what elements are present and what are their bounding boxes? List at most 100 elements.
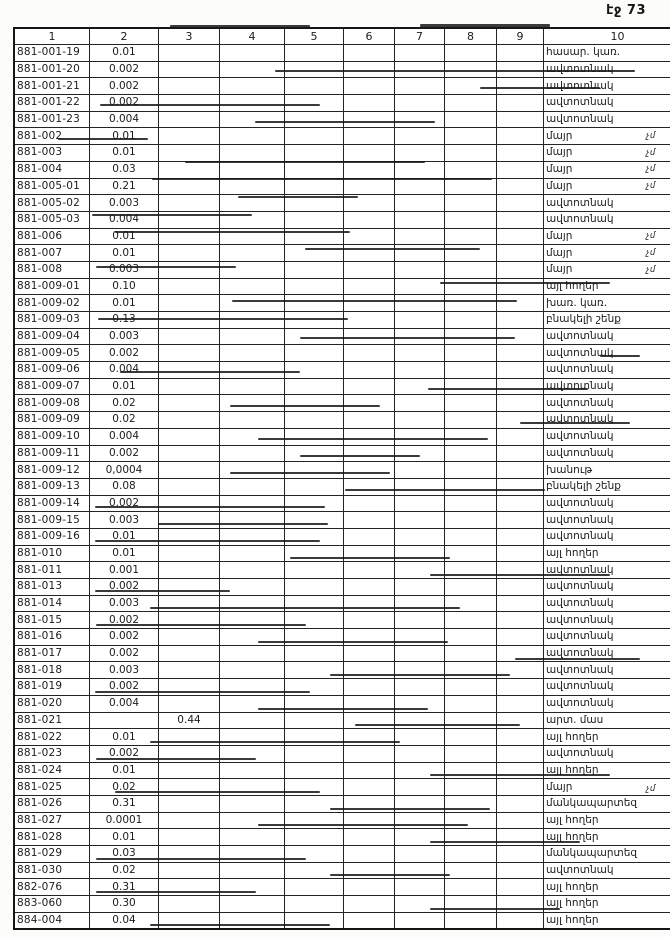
cell-area bbox=[496, 260, 544, 279]
cell-land-use: բնակելի շենք bbox=[543, 477, 670, 496]
cell-area bbox=[444, 277, 497, 296]
cell-area bbox=[219, 628, 285, 646]
cell-area bbox=[496, 578, 544, 596]
cell-area bbox=[496, 427, 544, 446]
cell-area: 0.03 bbox=[89, 160, 159, 179]
cell-area bbox=[496, 94, 544, 112]
cell-area: 0.31 bbox=[89, 878, 159, 897]
cell-area bbox=[343, 794, 395, 813]
cell-area bbox=[343, 444, 395, 463]
cell-area bbox=[343, 477, 395, 496]
cell-area bbox=[284, 127, 344, 146]
cell-area: 0.002 bbox=[89, 628, 159, 646]
cell-parcel-code: 881-029 bbox=[13, 845, 90, 863]
table-row: 881-018 0.003 ավտոտնակ bbox=[13, 661, 670, 680]
cell-area bbox=[158, 578, 220, 596]
cell-area bbox=[444, 678, 497, 696]
column-header-7: 7 bbox=[394, 27, 445, 45]
cell-area bbox=[444, 527, 497, 546]
cell-area bbox=[496, 210, 544, 229]
cell-area bbox=[219, 711, 285, 730]
cell-area bbox=[444, 461, 497, 479]
cell-area bbox=[343, 661, 395, 680]
cell-parcel-code: 881-021 bbox=[13, 711, 90, 730]
cell-area bbox=[496, 678, 544, 696]
cell-area bbox=[394, 427, 445, 446]
cell-area bbox=[444, 127, 497, 146]
cell-area bbox=[284, 811, 344, 830]
cell-area bbox=[394, 594, 445, 613]
cell-land-use: այլ հողեր bbox=[543, 811, 670, 830]
cell-area bbox=[284, 60, 344, 79]
cell-parcel-code: 881-001-19 bbox=[13, 44, 90, 62]
cell-parcel-code: 881-004 bbox=[13, 160, 90, 179]
cell-area bbox=[343, 244, 395, 262]
cell-area bbox=[158, 260, 220, 279]
cell-area bbox=[284, 895, 344, 913]
cell-area bbox=[496, 361, 544, 379]
cell-area bbox=[444, 544, 497, 563]
table-row: 881-006 0.01 մայր bbox=[13, 227, 670, 246]
cell-parcel-code: 883-060 bbox=[13, 895, 90, 913]
table-row: 881-026 0.31 մանկապարտեզ bbox=[13, 794, 670, 813]
cell-area: 0.004 bbox=[89, 427, 159, 446]
table-row: 881-009-04 0.003 ավտոտնակ bbox=[13, 327, 670, 346]
table-row: 881-009-14 0.002 ավտոտնակ bbox=[13, 494, 670, 513]
cell-parcel-code: 881-001-23 bbox=[13, 110, 90, 129]
cell-area: 0.002 bbox=[89, 60, 159, 79]
cell-area bbox=[219, 828, 285, 846]
cell-area bbox=[158, 144, 220, 162]
cell-area bbox=[343, 527, 395, 546]
cell-parcel-code: 881-009-15 bbox=[13, 511, 90, 529]
cell-area bbox=[343, 711, 395, 730]
handwritten-margin-note: չմ bbox=[646, 130, 656, 141]
cell-area bbox=[284, 511, 344, 529]
cell-area bbox=[343, 277, 395, 296]
handwritten-margin-note: չմ bbox=[646, 231, 656, 242]
cell-parcel-code: 881-006 bbox=[13, 227, 90, 246]
cell-area bbox=[343, 728, 395, 746]
cell-land-use: ավտոտնակ bbox=[543, 861, 670, 880]
cell-area bbox=[343, 160, 395, 179]
cell-parcel-code: 881-008 bbox=[13, 260, 90, 279]
cell-area bbox=[343, 210, 395, 229]
cell-area bbox=[284, 845, 344, 863]
table-row: 881-009-05 0.002 ավտոտնակ bbox=[13, 344, 670, 363]
cell-area bbox=[219, 44, 285, 62]
cell-area bbox=[394, 244, 445, 262]
cell-area bbox=[444, 711, 497, 730]
cell-land-use: ավտոտնակ bbox=[543, 427, 670, 446]
cell-area bbox=[496, 878, 544, 897]
table-row: 881-015 0.002 ավտոտնակ bbox=[13, 611, 670, 630]
cell-area bbox=[444, 811, 497, 830]
cell-area: 0.002 bbox=[89, 744, 159, 763]
cell-area bbox=[158, 127, 220, 146]
cell-area bbox=[444, 77, 497, 96]
cell-area: 0.003 bbox=[89, 194, 159, 212]
cell-area bbox=[158, 861, 220, 880]
cell-land-use: ավտոտնակ bbox=[543, 444, 670, 463]
cell-area bbox=[343, 861, 395, 880]
cell-area bbox=[394, 761, 445, 780]
cell-area bbox=[158, 678, 220, 696]
cell-area bbox=[343, 811, 395, 830]
cell-area bbox=[394, 411, 445, 429]
cell-area bbox=[496, 561, 544, 579]
cell-area: 0.01 bbox=[89, 44, 159, 62]
cell-area bbox=[219, 778, 285, 796]
cell-area bbox=[158, 311, 220, 329]
cell-area bbox=[219, 477, 285, 496]
cell-area bbox=[394, 60, 445, 79]
cell-area: 0.0001 bbox=[89, 811, 159, 830]
cell-area bbox=[284, 394, 344, 413]
cell-area bbox=[219, 177, 285, 196]
table-header: 1 2 3 4 5 6 7 8 9 10 bbox=[13, 27, 670, 45]
cell-area bbox=[496, 411, 544, 429]
cell-parcel-code: 881-019 bbox=[13, 678, 90, 696]
cell-area bbox=[496, 861, 544, 880]
cell-area bbox=[219, 244, 285, 262]
cell-area bbox=[158, 411, 220, 429]
cell-area bbox=[444, 494, 497, 513]
cell-land-use: այլ հողեր bbox=[543, 544, 670, 563]
cell-area bbox=[219, 644, 285, 663]
